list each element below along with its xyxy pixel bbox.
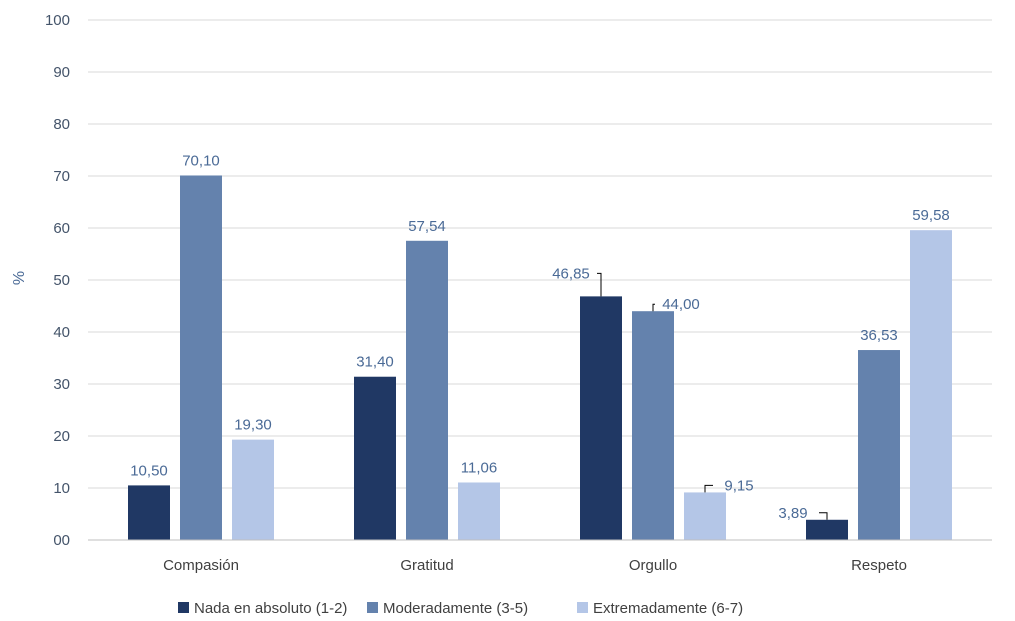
category-label: Gratitud [400, 557, 453, 574]
data-label: 3,89 [778, 505, 807, 522]
category-label: Compasión [163, 557, 239, 574]
bar [684, 492, 726, 540]
y-tick-label: 90 [53, 64, 70, 81]
bar [458, 482, 500, 540]
data-label: 19,30 [234, 417, 272, 434]
leader-line [652, 303, 655, 312]
data-labels: 10,50 70,10 19,30 31,40 57,54 11,06 46,85 44,00… [130, 152, 950, 521]
legend: Nada en absoluto (1-2) Moderadamente (3-5… [178, 600, 743, 617]
y-tick-label: 50 [53, 272, 70, 289]
data-label: 9,15 [724, 477, 753, 494]
label-leader-lines [597, 272, 828, 520]
data-label: 46,85 [552, 265, 590, 282]
category-label: Respeto [851, 557, 907, 574]
y-tick-label: 60 [53, 220, 70, 237]
bar [580, 296, 622, 540]
y-tick-label: 70 [53, 168, 70, 185]
legend-label: Extremadamente (6-7) [593, 600, 743, 617]
y-tick-label: 40 [53, 324, 70, 341]
y-tick-label: 100 [45, 12, 70, 29]
data-label: 59,58 [912, 207, 950, 224]
leader-line [819, 512, 828, 520]
data-label: 36,53 [860, 327, 898, 344]
bar [806, 519, 848, 540]
bar [406, 240, 448, 541]
y-tick-label: 20 [53, 428, 70, 445]
legend-swatch [178, 602, 189, 613]
y-tick-label: 00 [53, 532, 70, 549]
bar [354, 376, 396, 540]
category-label: Orgullo [629, 557, 677, 574]
bar [128, 485, 170, 540]
y-tick-label: 10 [53, 480, 70, 497]
leader-line [704, 484, 713, 493]
legend-label: Nada en absoluto (1-2) [194, 600, 347, 617]
y-tick-label: 80 [53, 116, 70, 133]
y-axis-ticks: 00 10 20 30 40 50 60 70 80 90 100 [45, 12, 70, 549]
y-tick-label: 30 [53, 376, 70, 393]
bar [910, 230, 952, 540]
bar [858, 350, 900, 540]
legend-label: Moderadamente (3-5) [383, 600, 528, 617]
gridlines [88, 19, 992, 489]
data-label: 57,54 [408, 218, 446, 235]
bar [232, 439, 274, 540]
data-label: 70,10 [182, 152, 220, 169]
leader-line [597, 272, 602, 297]
bars [128, 175, 952, 541]
legend-swatch [367, 602, 378, 613]
data-label: 44,00 [662, 296, 700, 313]
legend-swatch [577, 602, 588, 613]
bar [180, 175, 222, 541]
data-label: 10,50 [130, 462, 168, 479]
x-axis-categories: Compasión Gratitud Orgullo Respeto [163, 557, 907, 574]
y-axis-label: % [11, 271, 28, 285]
bar [632, 311, 674, 540]
data-label: 11,06 [461, 459, 497, 476]
data-label: 31,40 [356, 354, 394, 371]
